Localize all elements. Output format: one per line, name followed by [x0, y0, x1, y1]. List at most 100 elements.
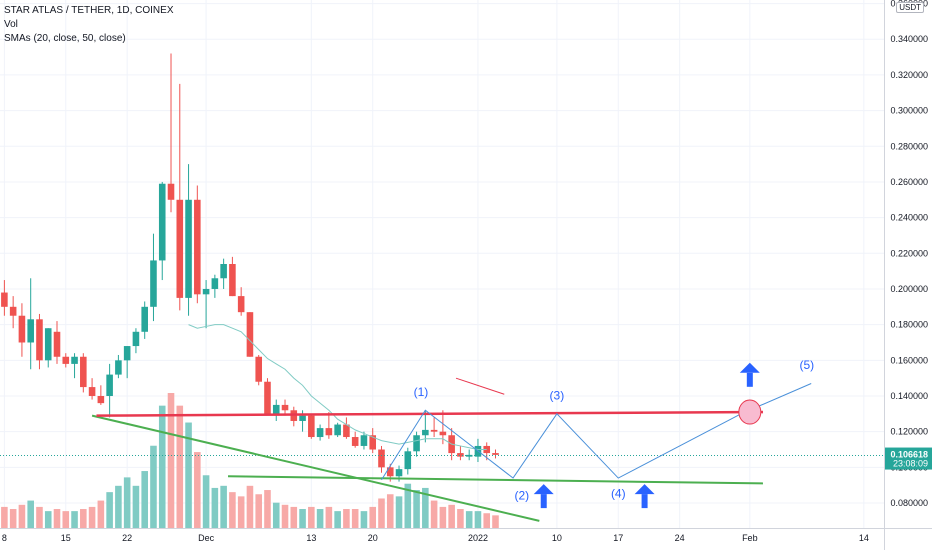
volume-bar — [220, 485, 227, 528]
volume-bar — [150, 445, 157, 528]
volume-bar — [281, 504, 289, 528]
candle-body — [176, 199, 184, 298]
sma-line — [188, 324, 487, 451]
price-tick-label: 0.080000 — [890, 498, 928, 508]
price-tick-label: 0.280000 — [890, 141, 928, 151]
wave-label: (2) — [514, 488, 529, 502]
volume-bar — [202, 475, 210, 528]
price-axis[interactable]: 0.0800000.1000000.1200000.1400000.160000… — [884, 0, 932, 550]
volume-bar — [351, 509, 359, 528]
candle-body — [80, 356, 87, 388]
volume-bar — [141, 471, 148, 528]
volume-bar — [360, 511, 368, 528]
candle-body — [141, 306, 148, 332]
time-tick-label: Feb — [742, 533, 758, 543]
price-tick-label: 0.120000 — [890, 427, 928, 437]
support-trendline-lower — [91, 414, 540, 522]
sma-20-line — [188, 324, 487, 451]
legend-title[interactable]: STAR ATLAS / TETHER, 1D, COINEX — [4, 5, 174, 16]
candle-body — [457, 453, 464, 457]
candle-body — [220, 264, 227, 279]
volume-bar — [474, 511, 482, 528]
candle-body — [395, 469, 403, 477]
price-tick-label: 0.140000 — [890, 391, 928, 401]
wave-label: (4) — [611, 487, 626, 501]
volume-bar — [80, 509, 87, 528]
price-tick-label: 0.240000 — [890, 213, 928, 223]
price-tick-label: 0.200000 — [890, 284, 928, 294]
volume-bar — [308, 506, 315, 528]
candle-body — [369, 435, 377, 450]
candle-body — [27, 319, 34, 343]
time-axis[interactable]: 8 15 22 Dec 13 20 2022 10 17 24 Feb 14 — [0, 528, 932, 544]
candle-body — [123, 346, 131, 361]
time-tick-label: 10 — [552, 533, 562, 543]
volume-bar — [457, 509, 464, 528]
candle-body — [334, 424, 341, 436]
candle-body — [422, 429, 429, 436]
support-line-upper — [228, 475, 763, 485]
time-tick-label: 2022 — [468, 533, 488, 543]
price-tick-label: 0.260000 — [890, 177, 928, 187]
volume-bar — [176, 405, 184, 528]
volume-bar — [334, 511, 341, 528]
candle-body — [1, 292, 8, 307]
volume-bar — [316, 509, 324, 528]
volume-bars — [1, 393, 499, 528]
volume-bar — [378, 498, 385, 528]
candle-body — [308, 415, 315, 438]
volume-bar — [325, 506, 333, 528]
candle-body — [71, 356, 78, 364]
last-price-countdown: 23:08:09 — [893, 459, 928, 469]
time-tick-label: 22 — [122, 533, 132, 543]
candle-body — [351, 437, 359, 446]
volume-bar — [404, 483, 412, 528]
volume-bar — [229, 492, 236, 528]
volume-bar — [185, 422, 192, 528]
volume-bar — [53, 509, 61, 528]
currency-unit[interactable]: USDT — [896, 2, 924, 13]
candle-body — [404, 451, 412, 470]
candle-body — [106, 374, 113, 396]
time-tick-label: 13 — [306, 533, 316, 543]
candle-body — [202, 288, 210, 295]
volume-bar — [439, 506, 447, 528]
volume-bar — [167, 393, 175, 528]
volume-bar — [132, 485, 140, 528]
candle-body — [185, 199, 192, 298]
volume-bar — [290, 506, 298, 528]
volume-bar — [483, 513, 491, 528]
candle-body — [281, 404, 289, 411]
candle-body — [343, 424, 350, 438]
up-arrow-shaft — [641, 494, 648, 509]
candle-body — [88, 387, 96, 396]
price-tick-label: 0.220000 — [890, 248, 928, 258]
candle-body — [255, 356, 262, 382]
candle-body — [53, 331, 61, 357]
candle-body — [97, 396, 105, 404]
time-tick-label: 15 — [61, 533, 71, 543]
candle-body — [246, 312, 254, 357]
candle-body — [62, 356, 70, 364]
candle-body — [316, 428, 324, 438]
volume-bar — [9, 509, 17, 528]
wave-projection-path — [381, 383, 812, 481]
volume-bar — [492, 515, 499, 528]
candle-body — [194, 199, 201, 295]
candle-body — [264, 381, 271, 414]
candle-body — [150, 260, 157, 307]
candle-body — [272, 404, 280, 414]
time-tick-label: 14 — [859, 533, 869, 543]
candle-body — [167, 183, 175, 200]
price-tick-label: 0.320000 — [890, 70, 928, 80]
volume-bar — [71, 511, 78, 528]
candle-body — [9, 306, 17, 316]
volume-bar — [343, 509, 350, 528]
up-arrow-icon — [533, 484, 554, 495]
last-price-value: 0.106618 — [890, 450, 928, 460]
legend-sma[interactable]: SMAs (20, close, 50, close) — [4, 33, 126, 44]
candle-body — [360, 435, 368, 446]
volume-bar — [62, 511, 70, 528]
legend-vol[interactable]: Vol — [4, 19, 18, 30]
